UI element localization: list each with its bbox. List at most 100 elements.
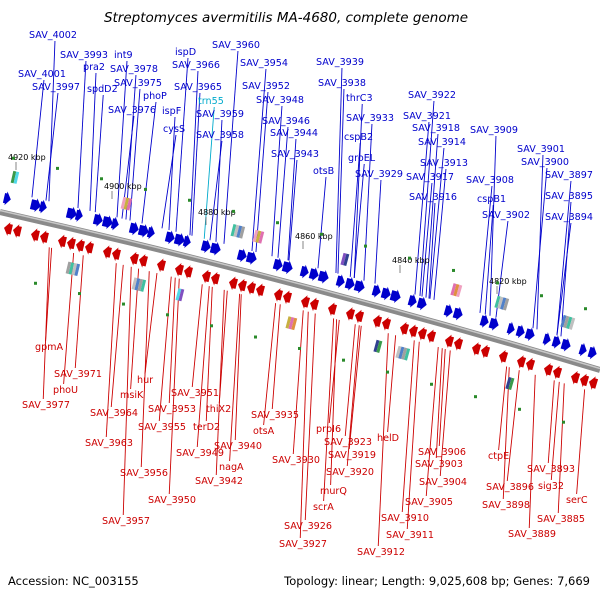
forward-gene-label: SAV_3894	[545, 212, 593, 223]
reverse-leader-line	[191, 284, 203, 388]
reverse-leader-line	[168, 278, 180, 495]
forward-gene-arrow	[380, 286, 391, 301]
reverse-gene-label: terD2	[193, 422, 220, 433]
reverse-leader-line	[425, 347, 439, 497]
reverse-gene-label: SAV_3912	[357, 547, 405, 558]
leader-lines	[31, 40, 586, 547]
reverse-gene-label: SAV_3885	[537, 514, 585, 525]
cog-color-block	[175, 288, 185, 302]
reverse-gene-label: msiK	[120, 390, 144, 401]
reverse-leader-line	[122, 266, 132, 516]
forward-gene-arrow	[524, 327, 535, 341]
forward-leader-line	[277, 126, 289, 258]
reverse-leader-line	[196, 286, 210, 448]
reverse-gene-arrow	[301, 295, 311, 309]
forward-gene-arrow	[74, 208, 83, 222]
reverse-gene-label: SAV_3906	[418, 447, 466, 458]
reverse-gene-arrow	[499, 349, 509, 364]
forward-leader-line	[48, 40, 56, 202]
reverse-leader-line	[229, 293, 241, 462]
cog-color-block	[450, 283, 463, 298]
forward-gene-label: cspB1	[477, 194, 506, 205]
forward-leader-line	[191, 92, 201, 236]
reverse-leader-line	[323, 318, 335, 502]
accession-text: Accession: NC_003155	[8, 574, 139, 588]
cog-color-block	[340, 252, 350, 267]
marker-dot	[254, 335, 257, 339]
reverse-gene-label: SAV_3919	[328, 450, 376, 461]
reverse-gene-arrow	[400, 322, 410, 336]
reverse-gene-arrow	[382, 317, 392, 331]
marker-dot	[540, 294, 543, 298]
forward-leader-line	[363, 123, 373, 281]
reverse-gene-label: thiX2	[206, 404, 231, 415]
forward-gene-arrow	[416, 296, 427, 311]
reverse-gene-label: SAV_3957	[102, 516, 150, 527]
reverse-gene-label: SAV_3911	[386, 530, 434, 541]
coordinate-label: 4860 kbp	[295, 232, 333, 241]
forward-gene-arrow	[101, 215, 113, 229]
forward-gene-label: thrC3	[346, 93, 373, 104]
forward-leader-line	[353, 163, 365, 278]
backbone-line	[0, 209, 600, 373]
forward-gene-label: SAV_3948	[256, 95, 304, 106]
reverse-gene-arrow	[157, 258, 166, 273]
reverse-leader-line	[304, 313, 316, 521]
marker-dot	[56, 166, 59, 170]
forward-leader-line	[129, 88, 141, 221]
forward-gene-arrow	[443, 304, 453, 318]
forward-gene-label: SAV_3975	[114, 78, 162, 89]
forward-gene-label: SAV_3914	[418, 137, 466, 148]
marker-dot	[452, 268, 455, 272]
reverse-gene-arrow	[202, 269, 211, 284]
forward-gene-arrow	[479, 314, 489, 328]
forward-gene-label: SAV_4001	[18, 69, 66, 80]
forward-leader-line	[414, 121, 430, 295]
forward-leader-line	[271, 105, 283, 257]
forward-leader-line	[31, 79, 45, 198]
reverse-leader-line	[215, 289, 225, 476]
marker-dot	[364, 244, 367, 248]
chromosome-backbone	[0, 209, 600, 373]
forward-gene-label: SAV_3897	[545, 170, 593, 181]
forward-leader-line	[428, 202, 436, 299]
forward-gene-arrow	[236, 248, 247, 263]
reverse-gene-label: SAV_3889	[508, 529, 556, 540]
reverse-leader-line	[110, 264, 124, 408]
reverse-leader-line	[435, 348, 443, 459]
cog-color-block	[560, 314, 576, 330]
forward-leader-line	[556, 180, 572, 336]
forward-gene-arrow	[299, 264, 309, 279]
marker-dot	[342, 358, 345, 362]
forward-gene-label: SAV_3916	[409, 192, 457, 203]
feature-track: 4920 kbp 4900 kbp 4880 kbp 4860 kbp 4840 kbp…	[2, 153, 599, 424]
reverse-gene-label: SAV_3935	[251, 410, 299, 421]
reverse-leader-line	[299, 311, 309, 539]
reverse-gene-arrow	[580, 373, 590, 388]
forward-leader-line	[532, 167, 548, 329]
marker-dot	[232, 209, 235, 213]
reverse-gene-label: sig32	[538, 481, 564, 492]
forward-gene-arrow	[452, 306, 463, 321]
forward-leader-line	[125, 74, 137, 220]
forward-leader-line	[189, 70, 199, 236]
reverse-gene-label: phoU	[53, 385, 78, 396]
reverse-gene-arrow	[247, 281, 256, 295]
reverse-gene-label: SAV_3956	[120, 468, 168, 479]
forward-gene-label: SAV_3918	[412, 123, 460, 134]
reverse-gene-arrow	[481, 344, 491, 359]
forward-leader-line	[168, 116, 176, 231]
forward-gene-arrow	[542, 332, 551, 346]
forward-gene-label: SAV_3959	[196, 109, 244, 120]
forward-gene-arrow	[200, 239, 211, 254]
reverse-leader-line	[401, 340, 415, 513]
reverse-gene-arrow	[130, 251, 139, 266]
reverse-leader-line	[439, 350, 451, 477]
forward-gene-arrow	[110, 216, 119, 231]
reverse-gene-label: SAV_3905	[405, 497, 453, 508]
reverse-leader-line	[292, 310, 304, 455]
reverse-gene-arrow	[256, 283, 265, 298]
reverse-gene-label: SAV_3927	[279, 539, 327, 550]
reverse-leader-line	[63, 252, 75, 385]
